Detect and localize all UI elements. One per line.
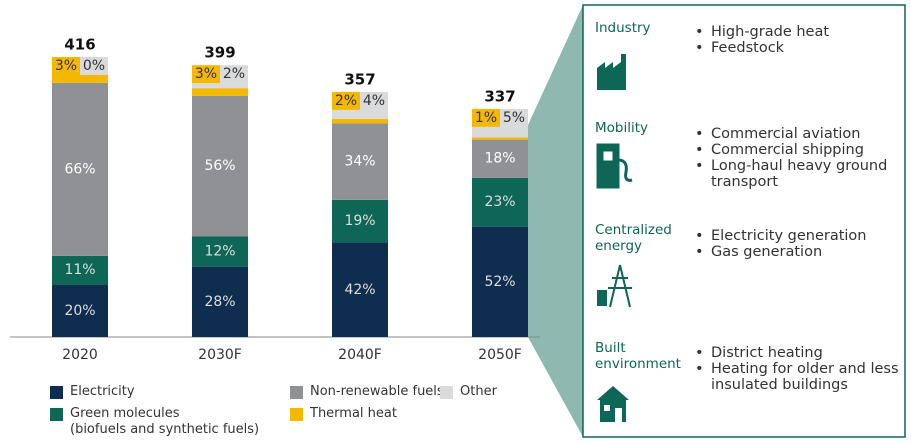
connector [528, 5, 583, 437]
badge [80, 57, 108, 75]
badge [472, 108, 500, 127]
bar-segment [52, 255, 108, 285]
pylon-icon [608, 264, 632, 308]
bar-segment [332, 123, 388, 200]
legend-label: Other [460, 384, 497, 399]
legend-swatch [50, 386, 63, 399]
value-label: 3% [195, 66, 217, 82]
section-title: Centralized energy [595, 222, 672, 254]
legend-swatch [50, 408, 63, 421]
value-label: 4% [363, 93, 385, 109]
value-label: 34% [344, 154, 375, 170]
bullet-item: District heating [695, 345, 901, 361]
bullet-item: Long-haul heavy ground transport [695, 158, 901, 190]
bar-segment [192, 95, 248, 237]
legend-label: Non-renewable fuels [310, 384, 444, 399]
total-label: 357 [344, 70, 375, 88]
bar-segment [332, 242, 388, 337]
value-label: 11% [64, 262, 95, 278]
legend-label: Thermal heat [310, 406, 397, 421]
value-label: 23% [484, 194, 515, 210]
bullet-item: Commercial aviation [695, 126, 901, 142]
value-label: 42% [344, 282, 375, 298]
bar-segment [332, 109, 388, 119]
bar-segment [472, 126, 528, 138]
total-label: 399 [204, 44, 235, 62]
value-label: 28% [204, 294, 235, 310]
door [615, 408, 622, 422]
x-tick-label: 2040F [338, 347, 382, 363]
value-label: 52% [484, 274, 515, 290]
bullet-item: Commercial shipping [695, 142, 901, 158]
bar-segment [332, 118, 388, 124]
bar-segment [192, 88, 248, 96]
window [604, 405, 610, 411]
badge [192, 65, 220, 84]
bar-segment [472, 139, 528, 178]
value-label: 66% [64, 161, 95, 177]
bar-segment [52, 284, 108, 337]
bar-segment [192, 236, 248, 267]
value-label: 19% [344, 213, 375, 229]
bar-segment [472, 177, 528, 227]
value-label: 0% [83, 58, 105, 74]
bar-segment [52, 82, 108, 256]
value-label: 2% [335, 93, 357, 109]
bullet-item: High-grade heat [695, 24, 901, 40]
bar-segment [52, 75, 108, 83]
value-label: 5% [503, 110, 525, 126]
badge [332, 91, 360, 110]
value-label: 18% [484, 151, 515, 167]
bullet-item: Heating for older and less insulated bui… [695, 361, 901, 393]
badge [220, 65, 248, 84]
value-label: 12% [204, 244, 235, 260]
badge [360, 91, 388, 110]
legend-label: Green molecules (biofuels and synthetic … [70, 406, 260, 437]
fuel-body [598, 145, 618, 187]
legend-label: Electricity [70, 384, 135, 399]
legend-swatch [290, 408, 303, 421]
transformer-icon [597, 290, 607, 306]
section-title: Industry [595, 20, 651, 36]
legend-swatch [440, 386, 453, 399]
x-tick-label: 2050F [478, 347, 522, 363]
bar-segment [332, 199, 388, 243]
value-label: 1% [475, 110, 497, 126]
badge [52, 57, 80, 75]
bar-segment [472, 226, 528, 337]
value-label: 2% [223, 66, 245, 82]
bullet-item: Gas generation [695, 244, 901, 260]
badge [500, 108, 528, 127]
legend-swatch [290, 386, 303, 399]
section-title: Built environment [595, 340, 681, 372]
bar-segment [192, 83, 248, 89]
total-label: 416 [64, 36, 95, 54]
section-title: Mobility [595, 120, 649, 136]
total-label: 337 [484, 87, 515, 105]
value-label: 3% [55, 58, 77, 74]
icons [596, 54, 633, 422]
x-tick-label: 2020 [62, 347, 98, 363]
bullet-item: Feedstock [695, 40, 901, 56]
bar-segment [472, 137, 528, 140]
value-label: 20% [64, 303, 95, 319]
x-tick-label: 2030F [198, 347, 242, 363]
bullet-item: Electricity generation [695, 228, 901, 244]
factory-icon [597, 54, 626, 90]
value-label: 56% [204, 158, 235, 174]
bar-segment [192, 266, 248, 337]
